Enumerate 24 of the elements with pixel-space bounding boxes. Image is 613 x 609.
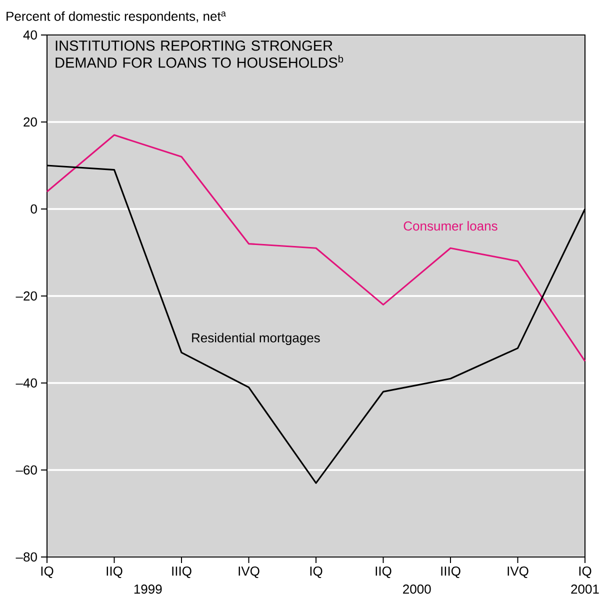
text: 1999 xyxy=(134,584,162,594)
x-tick-label: IVQ xyxy=(508,566,528,578)
x-tick-label: IVQ xyxy=(238,566,260,578)
text: 2000 xyxy=(403,584,431,594)
x-tick-label: IIQ xyxy=(376,566,392,578)
x-tick-label: IQ xyxy=(579,566,592,578)
x-tick-label: IIIQ xyxy=(441,566,460,578)
line-series xyxy=(46,134,586,362)
x-tick-label: IIIQ xyxy=(172,566,192,578)
y-tick-label: –20 xyxy=(16,291,37,301)
y-tick-label: –60 xyxy=(16,465,37,475)
x-tick-label: IQ xyxy=(310,566,322,578)
y-tick-label: –40 xyxy=(16,378,37,388)
text: INSTITUTIONS REPORTING STRONGER DEMAND FOR LOANS TO HOUSEHOLDS$^{b}$ xyxy=(56,40,344,68)
series-label: Residential mortgages xyxy=(192,332,320,346)
y-tick-label: 40 xyxy=(23,30,37,40)
x-tick-label: IQ xyxy=(41,566,54,578)
text: 2001 xyxy=(571,584,599,594)
series-label: Consumer loans xyxy=(404,221,498,231)
y-tick-label: 20 xyxy=(24,117,37,127)
y-axis-title: Percent of domestic respondents, net$^{a}$ xyxy=(6,11,226,24)
y-tick-label: 0 xyxy=(30,204,37,214)
y-tick-label: –80 xyxy=(16,552,37,562)
x-tick-label: IIQ xyxy=(106,566,122,578)
